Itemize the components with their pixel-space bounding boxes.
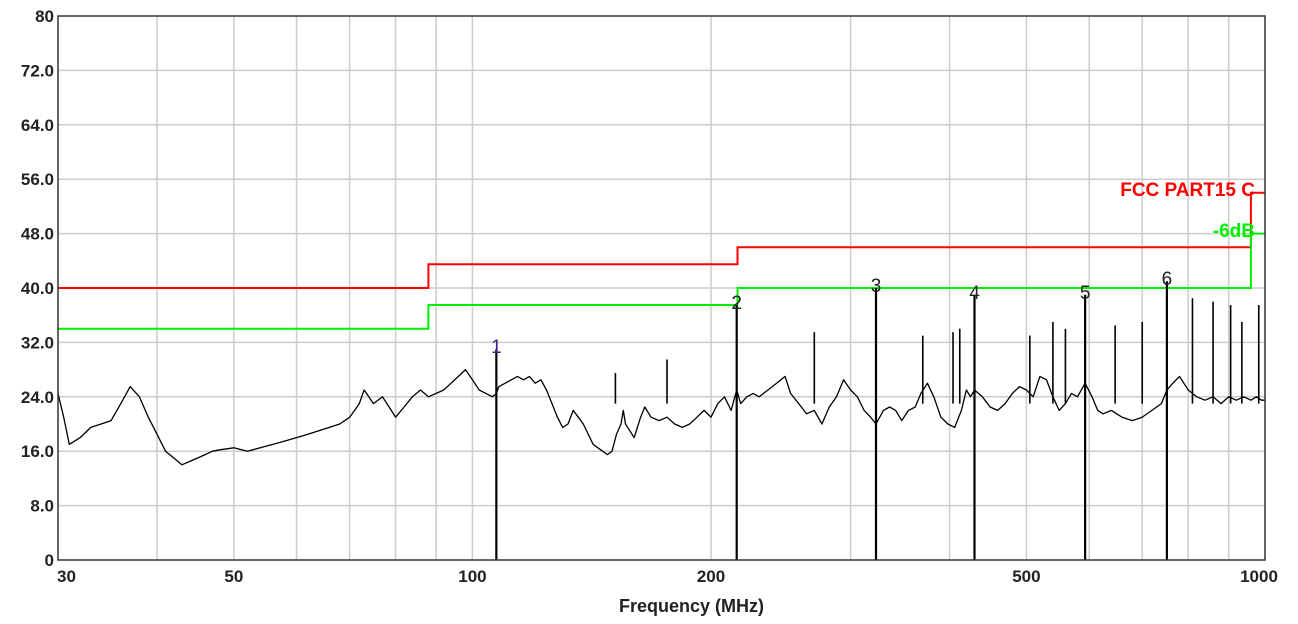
trace-line <box>57 368 1265 466</box>
marker-lines <box>495 281 1168 560</box>
x-tick-label: 1000 <box>1240 567 1278 586</box>
marker-label: 1 <box>491 337 502 358</box>
plot-frame <box>57 15 1266 561</box>
x-tick-label: 200 <box>697 567 725 586</box>
limit-line-label: FCC PART15 C <box>1120 180 1255 201</box>
limit-line <box>58 191 1265 289</box>
x-axis-label: Frequency (MHz) <box>619 596 764 616</box>
y-tick-label: 64.0 <box>21 116 54 135</box>
y-tick-labels: 0 8.0 16.0 24.0 32.0 40.0 48.0 56.0 64.0 72.0 80 <box>21 7 54 570</box>
marker-label: 4 <box>969 283 980 304</box>
measurement-trace <box>57 368 1265 466</box>
x-tick-label: 500 <box>1012 567 1040 586</box>
x-tick-label: 100 <box>458 567 486 586</box>
y-tick-label: 16.0 <box>21 442 54 461</box>
limit-line <box>58 232 1265 330</box>
y-tick-label: 72.0 <box>21 61 54 80</box>
marker-label: 3 <box>871 276 882 297</box>
marker-label: 2 <box>731 293 742 314</box>
y-tick-label: 48.0 <box>21 225 54 244</box>
marker-label: 5 <box>1080 283 1091 304</box>
limit-line-labels: FCC PART15 C -6dB <box>1120 180 1255 242</box>
trace-spikes <box>614 298 1260 404</box>
y-tick-label: 0 <box>45 551 54 570</box>
x-tick-label: 30 <box>57 567 76 586</box>
y-tick-label: 56.0 <box>21 170 54 189</box>
marker-label: 6 <box>1162 269 1173 290</box>
marker-labels: 1 2 3 4 5 6 <box>491 269 1172 358</box>
y-tick-label: 80 <box>35 7 54 26</box>
y-tick-label: 32.0 <box>21 333 54 352</box>
x-tick-labels: 30 50 100 200 500 1000 <box>57 567 1278 586</box>
limit-lines <box>58 191 1265 330</box>
x-tick-label: 50 <box>224 567 243 586</box>
y-tick-label: 40.0 <box>21 279 54 298</box>
major-grid <box>58 16 1265 560</box>
limit-line-label: -6dB <box>1213 221 1255 242</box>
y-tick-label: 8.0 <box>30 497 54 516</box>
y-tick-label: 24.0 <box>21 388 54 407</box>
